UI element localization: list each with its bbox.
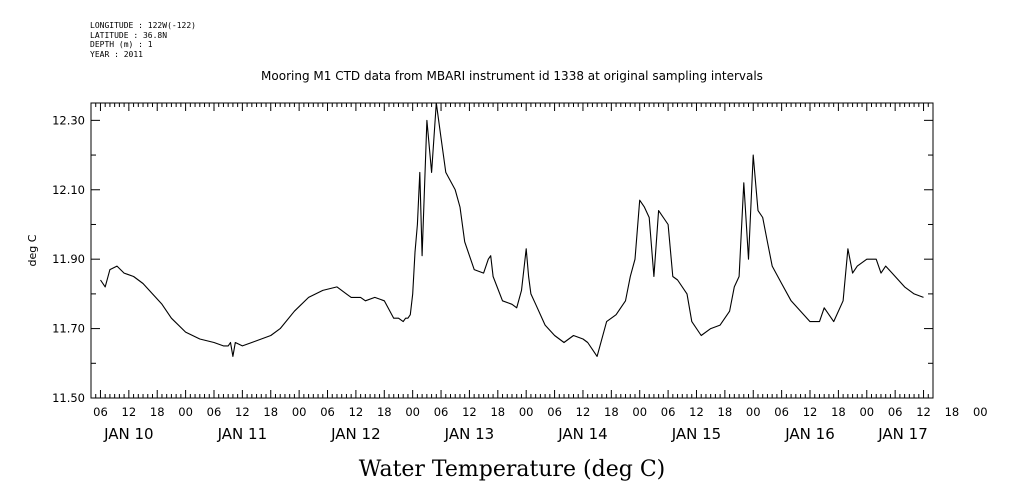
latitude-label: LATITUDE : 36.8N [90, 30, 168, 40]
x-hour-tick-label: 06 [888, 405, 903, 419]
chart-title: Mooring M1 CTD data from MBARI instrumen… [261, 69, 763, 83]
depth-label: DEPTH (m) : 1 [90, 40, 153, 49]
year-label: YEAR : 2011 [90, 49, 143, 59]
x-hour-tick-label: 06 [661, 405, 676, 419]
x-hour-tick-label: 00 [746, 405, 761, 419]
x-hour-tick-label: 12 [462, 405, 477, 419]
plot-frame [90, 102, 934, 399]
x-day-label: JAN 17 [877, 425, 928, 443]
x-hour-tick-label: 18 [377, 405, 392, 419]
x-day-label: JAN 14 [557, 425, 608, 443]
y-tick-label: 11.50 [52, 391, 85, 405]
y-tick-label: 12.10 [52, 183, 85, 197]
x-hour-tick-label: 18 [263, 405, 278, 419]
x-hour-tick-label: 18 [150, 405, 165, 419]
x-hour-tick-label: 00 [973, 405, 988, 419]
x-hour-tick-label: 06 [207, 405, 222, 419]
x-hour-tick-label: 00 [292, 405, 307, 419]
x-hour-tick-label: 18 [604, 405, 619, 419]
x-hour-tick-label: 12 [916, 405, 931, 419]
x-hour-tick-label: 12 [122, 405, 137, 419]
x-hour-tick-label: 00 [632, 405, 647, 419]
x-hour-tick-label: 06 [93, 405, 108, 419]
x-hour-tick-label: 12 [689, 405, 704, 419]
x-day-label: JAN 16 [784, 425, 835, 443]
x-day-label: JAN 12 [330, 425, 381, 443]
x-hour-tick-label: 12 [349, 405, 364, 419]
x-hour-tick-label: 18 [718, 405, 733, 419]
x-hour-tick-label: 18 [945, 405, 960, 419]
x-hour-tick-label: 00 [178, 405, 193, 419]
station-metadata: LONGITUDE : 122W(-122) LATITUDE : 36.8N … [90, 21, 196, 59]
series-layer [100, 102, 924, 357]
x-hour-tick-label: 06 [434, 405, 449, 419]
x-axis-label: Water Temperature (deg C) [359, 457, 666, 482]
y-tick-label: 11.70 [52, 322, 85, 336]
x-hour-tick-label: 06 [320, 405, 335, 419]
x-hour-tick-label: 18 [831, 405, 846, 419]
x-hour-tick-label: 00 [859, 405, 874, 419]
x-day-label: JAN 13 [444, 425, 495, 443]
x-day-label: JAN 15 [671, 425, 722, 443]
x-hour-tick-label: 12 [576, 405, 591, 419]
longitude-label: LONGITUDE : 122W(-122) [90, 21, 196, 30]
x-hour-tick-label: 12 [235, 405, 250, 419]
x-day-label: JAN 10 [103, 425, 154, 443]
x-hour-tick-label: 06 [774, 405, 789, 419]
x-day-label: JAN 11 [217, 425, 268, 443]
x-hour-tick-label: 12 [803, 405, 818, 419]
y-tick-label: 12.30 [52, 113, 85, 127]
x-hour-tick-label: 00 [519, 405, 534, 419]
temperature-series-line [100, 102, 924, 357]
x-hour-tick-label: 18 [490, 405, 505, 419]
x-hour-tick-label: 06 [547, 405, 562, 419]
y-tick-label: 11.90 [52, 252, 85, 266]
y-axis-label: deg C [26, 234, 39, 266]
tick-layer [90, 103, 934, 399]
x-hour-tick-label: 00 [405, 405, 420, 419]
label-layer: 11.50 11.70 11.90 12.10 12.30 06 12 18 00 06 12 18 0… [52, 113, 988, 443]
